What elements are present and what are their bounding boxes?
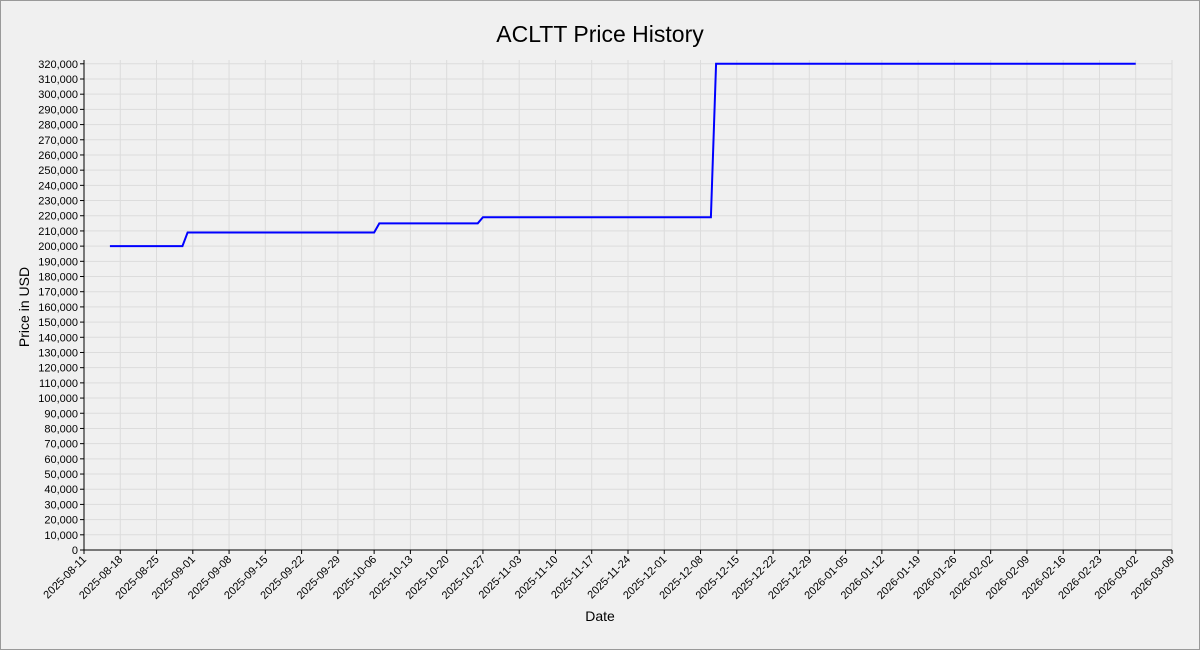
- y-tick-label: 290,000: [38, 104, 78, 116]
- y-tick-label: 270,000: [38, 135, 78, 147]
- chart-title: ACLTT Price History: [496, 21, 704, 47]
- y-tick-label: 90,000: [44, 408, 78, 420]
- price-line: [109, 62, 1136, 248]
- y-tick-label: 230,000: [38, 196, 78, 208]
- y-tick-label: 300,000: [38, 89, 78, 101]
- y-tick-label: 120,000: [38, 363, 78, 375]
- y-tick-label: 160,000: [38, 302, 78, 314]
- y-tick-label: 170,000: [38, 287, 78, 299]
- y-tick-label: 10,000: [44, 530, 78, 542]
- y-tick-label: 260,000: [38, 150, 78, 162]
- y-tick-label: 80,000: [44, 423, 78, 435]
- y-tick-label: 150,000: [38, 317, 78, 329]
- y-tick-label: 310,000: [38, 74, 78, 86]
- y-tick-label: 130,000: [38, 347, 78, 359]
- y-tick-label: 100,000: [38, 393, 78, 405]
- y-tick-label: 20,000: [44, 515, 78, 527]
- y-tick-label: 140,000: [38, 332, 78, 344]
- y-tick-label: 0: [72, 545, 78, 557]
- y-tick-label: 320,000: [38, 59, 78, 71]
- y-tick-label: 30,000: [44, 499, 78, 511]
- y-tick-label: 110,000: [39, 378, 78, 390]
- y-tick-label: 240,000: [38, 180, 78, 192]
- y-tick-label: 70,000: [44, 439, 78, 451]
- y-tick-label: 220,000: [38, 211, 78, 223]
- y-tick-label: 190,000: [38, 256, 78, 268]
- y-tick-label: 40,000: [44, 484, 78, 496]
- y-tick-label: 60,000: [44, 454, 78, 466]
- y-tick-label: 210,000: [38, 226, 78, 238]
- x-axis-label: Date: [585, 608, 615, 624]
- y-tick-label: 250,000: [38, 165, 78, 177]
- y-tick-label: 280,000: [38, 120, 78, 132]
- y-tick-label: 200,000: [38, 241, 78, 253]
- y-tick-label: 50,000: [44, 469, 78, 481]
- y-tick-label: 180,000: [38, 272, 78, 284]
- y-axis-label: Price in USD: [16, 267, 32, 347]
